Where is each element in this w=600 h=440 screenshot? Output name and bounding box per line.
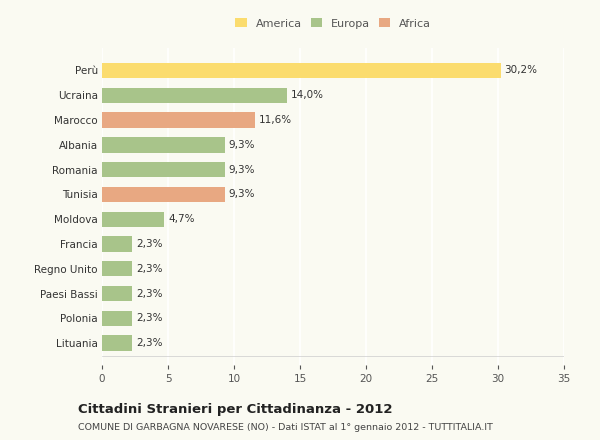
Bar <box>102 261 133 276</box>
Text: 2,3%: 2,3% <box>136 239 163 249</box>
Text: 9,3%: 9,3% <box>229 165 255 175</box>
Text: 30,2%: 30,2% <box>505 66 538 76</box>
Text: 2,3%: 2,3% <box>136 313 163 323</box>
Bar <box>102 311 133 326</box>
Text: 9,3%: 9,3% <box>229 140 255 150</box>
Bar <box>102 286 133 301</box>
Bar <box>102 335 133 351</box>
Text: 2,3%: 2,3% <box>136 338 163 348</box>
Bar <box>102 88 287 103</box>
Text: 9,3%: 9,3% <box>229 189 255 199</box>
Text: COMUNE DI GARBAGNA NOVARESE (NO) - Dati ISTAT al 1° gennaio 2012 - TUTTITALIA.IT: COMUNE DI GARBAGNA NOVARESE (NO) - Dati … <box>78 423 493 432</box>
Bar <box>102 162 225 177</box>
Text: 4,7%: 4,7% <box>168 214 194 224</box>
Legend: America, Europa, Africa: America, Europa, Africa <box>233 16 433 31</box>
Bar <box>102 63 500 78</box>
Text: 14,0%: 14,0% <box>291 90 324 100</box>
Bar <box>102 187 225 202</box>
Bar <box>102 137 225 153</box>
Text: 2,3%: 2,3% <box>136 264 163 274</box>
Bar <box>102 236 133 252</box>
Bar <box>102 212 164 227</box>
Bar <box>102 112 255 128</box>
Text: Cittadini Stranieri per Cittadinanza - 2012: Cittadini Stranieri per Cittadinanza - 2… <box>78 403 392 416</box>
Text: 11,6%: 11,6% <box>259 115 292 125</box>
Text: 2,3%: 2,3% <box>136 289 163 299</box>
